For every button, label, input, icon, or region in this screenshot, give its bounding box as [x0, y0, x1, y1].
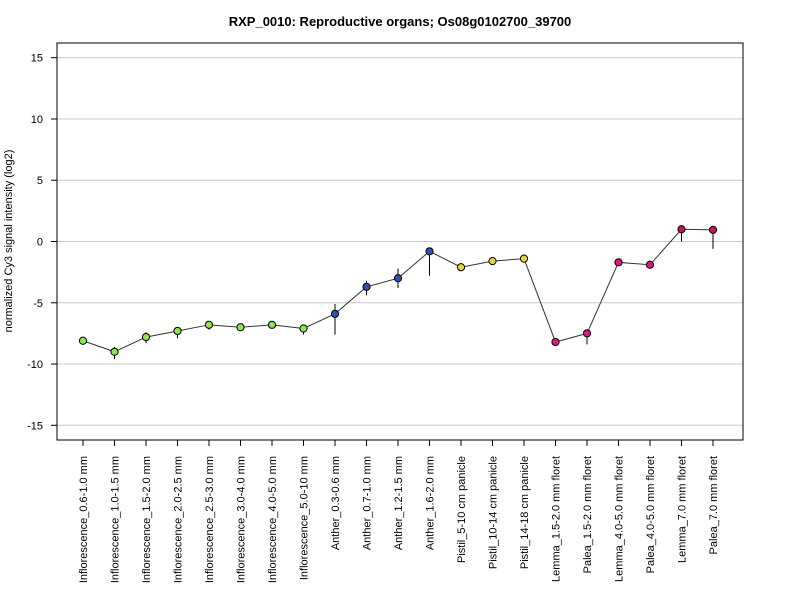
x-tick-label: Palea_1.5-2.0 mm floret — [582, 456, 594, 573]
y-tick-label: 10 — [31, 114, 43, 126]
data-point — [519, 254, 529, 263]
x-tick-label: Palea_4.0-5.0 mm floret — [645, 456, 657, 573]
x-tick-label: Palea_7.0 mm floret — [708, 456, 720, 554]
y-tick-label: 5 — [37, 175, 43, 187]
data-point — [299, 324, 308, 333]
data-point — [173, 326, 182, 336]
data-point — [582, 329, 592, 338]
x-tick-label: Inflorescence_5.0-10 mm — [299, 456, 311, 580]
data-point — [236, 323, 245, 332]
x-tick-label: Anther_0.3-0.6 mm — [330, 456, 342, 550]
x-tick-label: Pistil_10-14 cm panicle — [488, 456, 500, 569]
data-point — [393, 274, 403, 283]
x-tick-label: Inflorescence_3.0-4.0 mm — [236, 456, 248, 583]
x-tick-label: Inflorescence_1.5-2.0 mm — [141, 456, 153, 583]
data-point — [110, 347, 119, 356]
x-tick-label: Lemma_1.5-2.0 mm floret — [551, 456, 563, 582]
data-point — [425, 247, 434, 256]
data-point — [708, 225, 718, 234]
data-point — [362, 282, 371, 291]
y-tick-label: -15 — [27, 420, 43, 432]
data-point — [551, 337, 560, 347]
x-tick-label: Anther_0.7-1.0 mm — [362, 456, 374, 550]
data-point — [645, 260, 655, 269]
x-tick-label: Anther_1.2-1.5 mm — [393, 456, 405, 550]
y-tick-label: -5 — [33, 298, 43, 310]
data-point — [330, 309, 340, 318]
y-axis-label: normalized Cy3 signal intensity (log2) — [3, 150, 15, 333]
x-tick-label: Inflorescence_1.0-1.5 mm — [110, 456, 122, 583]
x-tick-label: Inflorescence_0.6-1.0 mm — [78, 456, 90, 583]
x-tick-label: Anther_1.6-2.0 mm — [425, 456, 437, 550]
y-axis: -15 -10 -5 0 5 10 15 — [27, 53, 57, 432]
x-tick-label: Lemma_4.0-5.0 mm floret — [614, 456, 626, 582]
data-point — [488, 257, 497, 266]
x-tick-label: Inflorescence_2.0-2.5 mm — [173, 456, 185, 583]
data-point — [614, 258, 623, 267]
x-axis: Inflorescence_0.6-1.0 mm Inflorescence_1.… — [78, 440, 720, 583]
chart-title: RXP_0010: Reproductive organs; Os08g0102… — [229, 14, 572, 29]
data-point — [141, 332, 151, 342]
gridlines — [57, 57, 743, 426]
y-tick-label: 15 — [31, 53, 43, 65]
x-tick-label: Lemma_7.0 mm floret — [677, 456, 689, 563]
x-tick-label: Inflorescence_4.0-5.0 mm — [267, 456, 279, 583]
data-point — [204, 320, 214, 329]
data-series — [78, 225, 718, 360]
data-point — [456, 263, 466, 272]
y-tick-label: 0 — [37, 237, 43, 249]
y-tick-label: -10 — [27, 359, 43, 371]
x-tick-label: Pistil_5-10 cm panicle — [456, 456, 468, 563]
data-point — [78, 336, 88, 345]
data-point — [267, 320, 277, 329]
data-point — [677, 225, 686, 234]
x-tick-label: Inflorescence_2.5-3.0 mm — [204, 456, 216, 583]
x-tick-label: Pistil_14-18 cm panicle — [519, 456, 531, 569]
